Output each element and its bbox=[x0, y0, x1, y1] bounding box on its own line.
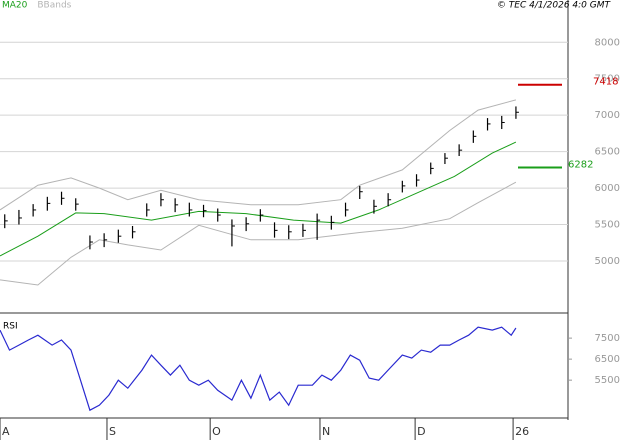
level-label: 7418 bbox=[593, 77, 618, 88]
y-tick-label: 7000 bbox=[595, 110, 620, 121]
y-tick-label: 6500 bbox=[595, 354, 620, 365]
rsi-line bbox=[0, 326, 517, 412]
level-label: 6282 bbox=[568, 160, 593, 171]
ma-line bbox=[0, 141, 517, 257]
y-tick-label: 6000 bbox=[595, 183, 620, 194]
x-tick-label: A bbox=[2, 425, 10, 438]
x-tick-label: N bbox=[322, 425, 330, 438]
source: © TEC 4/1/2026 4:0 GMT bbox=[497, 1, 612, 11]
legend-entry: MA20 bbox=[2, 1, 28, 11]
x-tick-label: 26 bbox=[515, 425, 529, 438]
y-tick-label: 7500 bbox=[595, 333, 620, 344]
x-tick-label: D bbox=[417, 425, 425, 438]
y-tick-label: 7500 bbox=[595, 74, 620, 85]
y-tick-label: 8000 bbox=[595, 37, 620, 48]
y-tick-label: 5500 bbox=[595, 220, 620, 231]
y-tick-label: 6500 bbox=[595, 147, 620, 158]
x-tick-label: O bbox=[212, 425, 221, 438]
band-lower bbox=[0, 181, 517, 286]
y-tick-label: 5000 bbox=[595, 256, 620, 267]
panel-title: RSI bbox=[3, 322, 18, 332]
band-upper bbox=[0, 99, 517, 211]
x-tick-label: S bbox=[109, 425, 116, 438]
y-tick-label: 5500 bbox=[595, 375, 620, 386]
legend-entry: BBands bbox=[37, 1, 71, 11]
